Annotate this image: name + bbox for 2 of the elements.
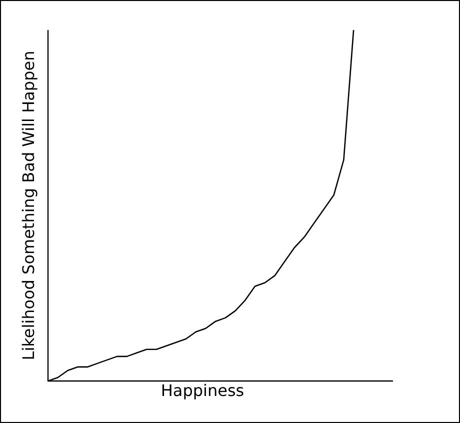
y-axis-title: Likelihood Something Bad Will Happen bbox=[19, 50, 38, 360]
x-axis-title: Happiness bbox=[160, 381, 244, 400]
